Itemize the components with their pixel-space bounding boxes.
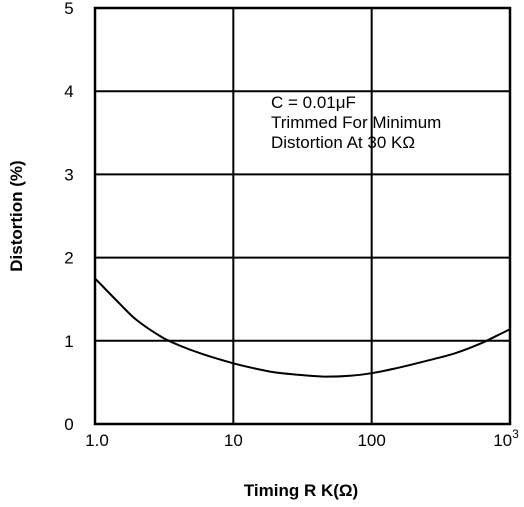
- x-tick-label: 100: [357, 431, 385, 450]
- y-tick-label: 3: [64, 165, 73, 184]
- y-tick-label: 4: [64, 82, 73, 101]
- x-tick-label: 1.0: [85, 431, 109, 450]
- y-tick-label: 0: [64, 415, 73, 434]
- x-axis-label: Timing R K(Ω): [244, 481, 358, 500]
- y-tick-label: 5: [64, 0, 73, 18]
- grid: [94, 7, 511, 425]
- y-axis-label: Distortion (%): [7, 160, 26, 271]
- series-line: [94, 277, 511, 378]
- annotation-line: C = 0.01μF: [271, 93, 356, 112]
- annotation-line: Trimmed For Minimum: [271, 113, 441, 132]
- annotation-line: Distortion At 30 KΩ: [271, 133, 415, 152]
- x-tick-label: 103: [493, 427, 519, 450]
- tick-labels: 1.0 10 100 103 0 1 2 3 4 5: [64, 0, 519, 450]
- plot-frame: [93, 6, 512, 426]
- y-tick-label: 2: [64, 249, 73, 268]
- y-tick-label: 1: [64, 332, 73, 351]
- x-tick-label: 10: [224, 431, 243, 450]
